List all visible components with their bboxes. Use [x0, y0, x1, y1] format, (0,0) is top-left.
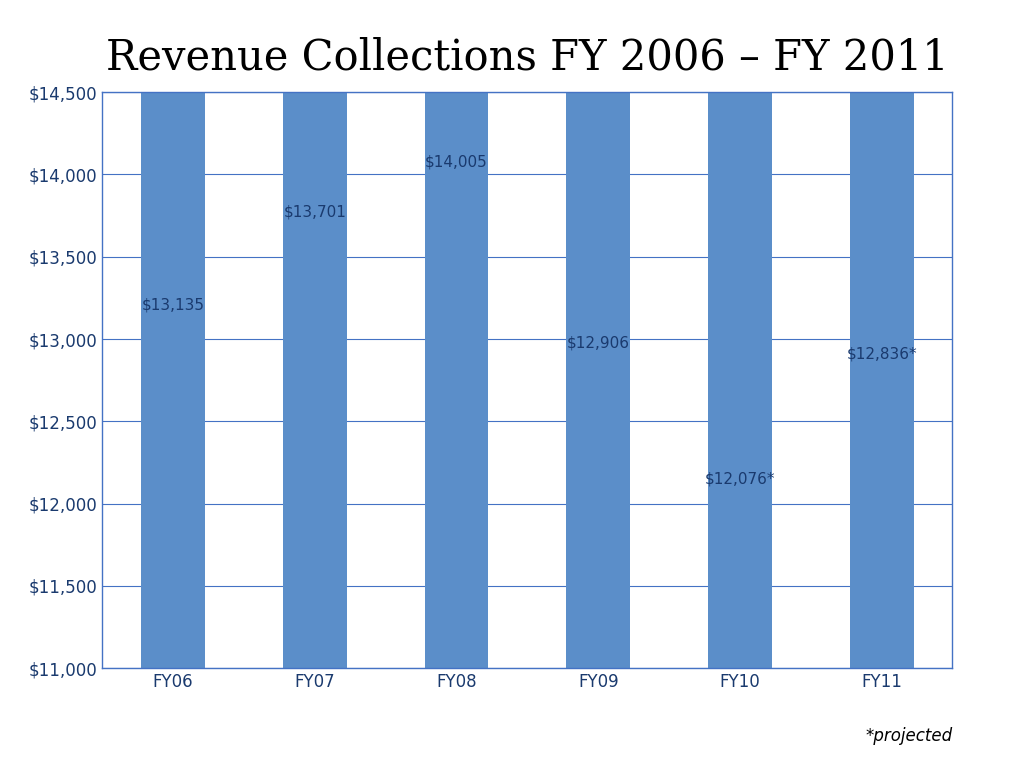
Bar	[141, 0, 205, 668]
Text: $12,906: $12,906	[566, 336, 630, 350]
Text: $14,005: $14,005	[425, 154, 487, 170]
Text: $13,701: $13,701	[284, 204, 346, 220]
Title: Revenue Collections FY 2006 – FY 2011: Revenue Collections FY 2006 – FY 2011	[106, 37, 948, 79]
Text: $12,076*: $12,076*	[705, 472, 775, 487]
Text: $12,836*: $12,836*	[847, 347, 918, 362]
Bar	[283, 0, 346, 668]
Bar	[425, 0, 488, 668]
Bar	[566, 0, 630, 668]
Bar	[850, 0, 913, 668]
Text: $13,135: $13,135	[141, 298, 205, 313]
Text: *projected: *projected	[865, 727, 952, 745]
Bar	[709, 0, 772, 668]
